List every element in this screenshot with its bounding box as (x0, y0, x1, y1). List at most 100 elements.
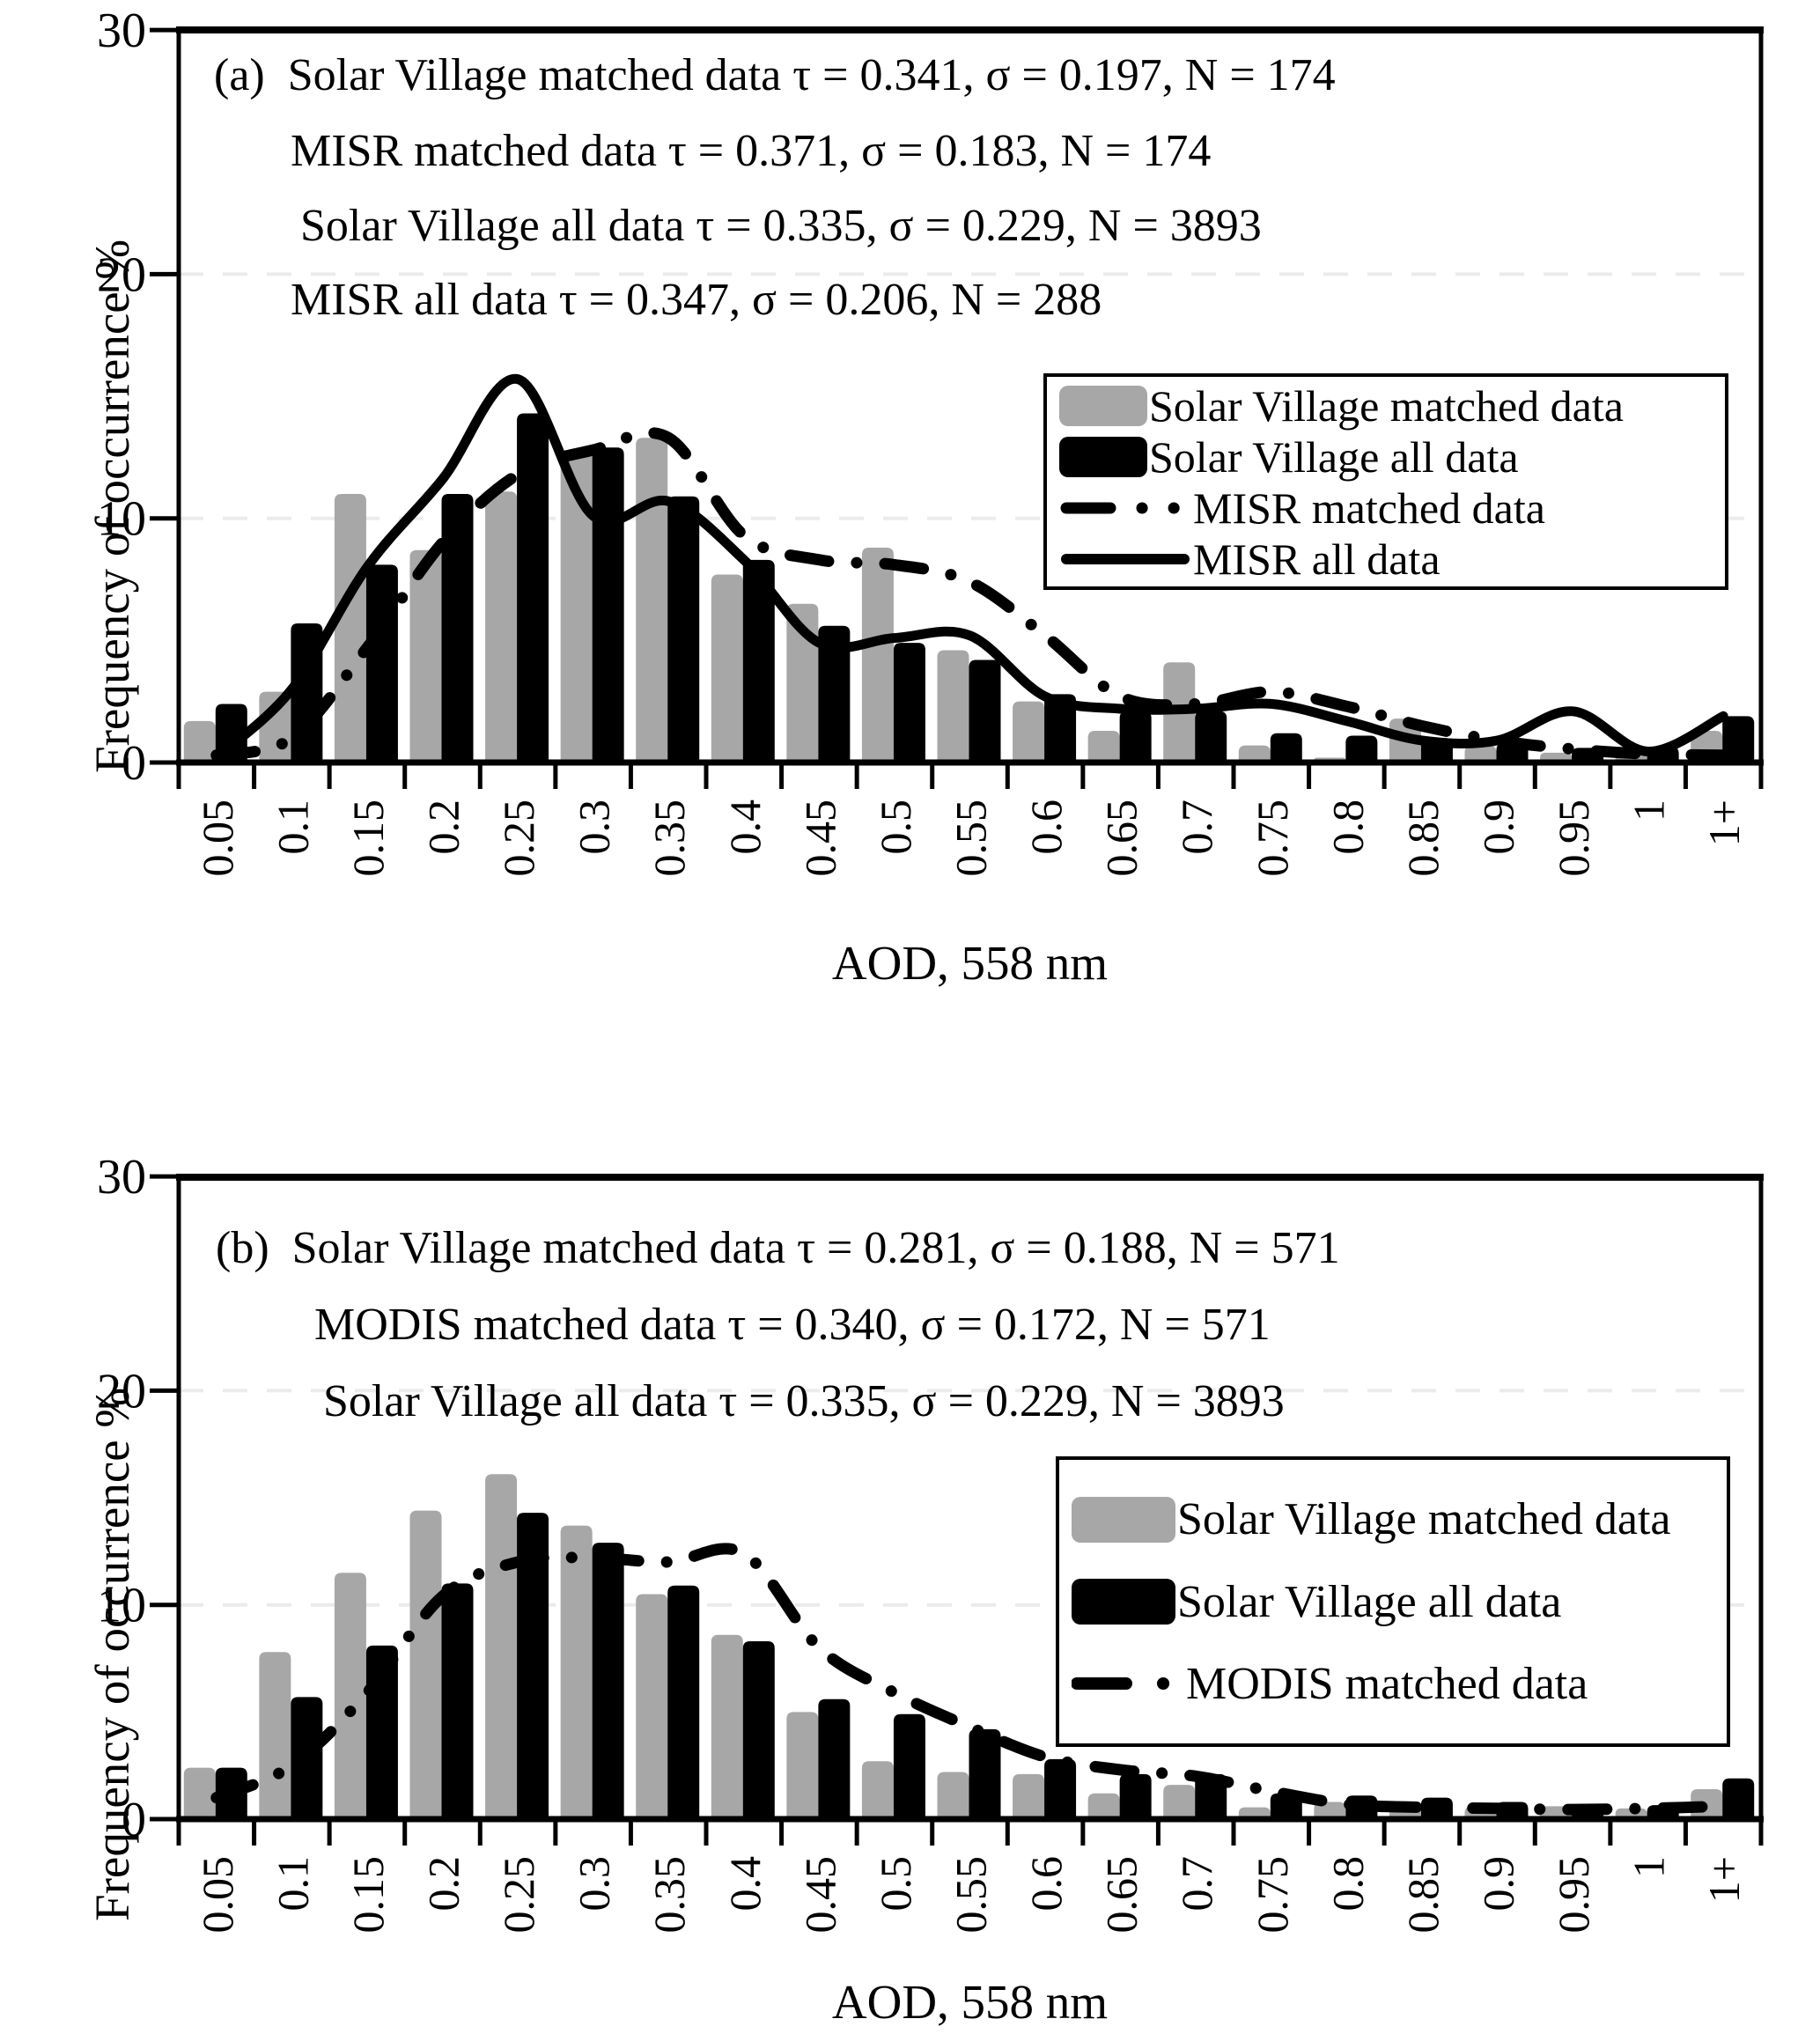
x-tick-label: 0.25 (494, 799, 543, 877)
annotation-text: Solar Village matched data τ = 0.341, σ … (287, 50, 1336, 100)
y-tick-label: 10 (97, 1579, 146, 1633)
x-tick-label: 0.2 (419, 1856, 468, 1912)
x-tick-label: 0.9 (1474, 799, 1523, 855)
legend-panel-b: Solar Village matched data Solar Village… (1056, 1456, 1730, 1747)
bar-black (1044, 694, 1077, 763)
solid-line-icon (1061, 554, 1190, 564)
bar-black (667, 1585, 700, 1820)
annotation-text: MISR matched data τ = 0.371, σ = 0.183, … (291, 126, 1212, 176)
bar-gray (636, 438, 668, 763)
legend-label: Solar Village matched data (1149, 381, 1624, 431)
x-tick-label: 0.3 (570, 799, 619, 855)
bar-gray (334, 493, 366, 763)
x-tick-label: 0.55 (947, 799, 996, 877)
x-tick-label: 0.2 (419, 799, 468, 855)
y-tick-label: 20 (97, 1364, 146, 1418)
x-tick-label: 0.6 (1021, 799, 1071, 855)
bar-black (893, 1713, 925, 1820)
bar-black (893, 643, 925, 763)
bar-black (818, 625, 851, 763)
x-tick-label: 0.15 (343, 1856, 393, 1934)
x-tick-label: 0.25 (494, 1856, 543, 1934)
bar-black (1270, 733, 1302, 763)
y-tick-label: 0 (122, 736, 146, 791)
bar-black (742, 559, 775, 763)
x-tick-label: 1 (1625, 1856, 1674, 1878)
bar-gray (560, 450, 593, 763)
x-tick-label: 1+ (1699, 1856, 1749, 1903)
x-tick-label: 0.15 (343, 799, 393, 877)
bar-black (517, 1513, 549, 1820)
bar-gray (1013, 1773, 1045, 1820)
x-tick-label: 0.8 (1323, 799, 1372, 855)
x-tick-label: 0.95 (1549, 1856, 1598, 1934)
bar-gray (786, 1712, 819, 1820)
panel-tag-a: (a) (214, 50, 265, 100)
bar-black (365, 564, 398, 763)
bar-gray (1087, 730, 1120, 763)
x-tick-label: 0.8 (1323, 1856, 1372, 1912)
dash-dot-line-icon (1072, 1677, 1184, 1691)
x-tick-label: 0.05 (193, 1856, 242, 1934)
legend-label: Solar Village matched data (1177, 1494, 1671, 1545)
legend-item: Solar Village all data (1072, 1576, 1727, 1628)
x-tick-label: 0.45 (795, 799, 844, 877)
bar-black (1119, 1773, 1152, 1820)
bar-black (1119, 711, 1152, 763)
y-tick-label: 0 (122, 1793, 146, 1847)
bar-gray (259, 1652, 291, 1820)
bar-black (1722, 1778, 1755, 1820)
bar-black (1722, 716, 1755, 763)
panel-tag-b: (b) (216, 1223, 269, 1273)
x-tick-label: 0.5 (871, 799, 920, 855)
y-tick-label: 30 (97, 4, 146, 58)
bar-gray (937, 1772, 969, 1820)
annotation-text: Solar Village all data τ = 0.335, σ = 0.… (323, 1376, 1285, 1426)
bar-black (1044, 1758, 1077, 1820)
x-tick-label: 0.9 (1474, 1856, 1523, 1912)
black-bar-swatch-icon (1059, 437, 1147, 477)
annotation-b-line3: Solar Village all data τ = 0.335, σ = 0.… (323, 1375, 1285, 1427)
bar-black (1195, 711, 1227, 763)
bar-black (742, 1641, 775, 1820)
annotation-b-line1: (b) Solar Village matched data τ = 0.281,… (216, 1222, 1340, 1274)
annotation-b-line2: MODIS matched data τ = 0.340, σ = 0.172,… (314, 1299, 1271, 1351)
annotation-a-line4: MISR all data τ = 0.347, σ = 0.206, N = … (291, 274, 1102, 326)
bar-gray (636, 1594, 668, 1820)
legend-item: Solar Village matched data (1072, 1493, 1727, 1545)
gray-bar-swatch-icon (1072, 1496, 1175, 1543)
x-tick-label: 0.4 (720, 1856, 770, 1912)
bar-gray (485, 1474, 518, 1820)
x-tick-label: 0.7 (1172, 1856, 1221, 1912)
legend-panel-a: Solar Village matched data Solar Village… (1043, 373, 1728, 590)
legend-label: MODIS matched data (1186, 1658, 1588, 1709)
x-tick-label: 0.65 (1097, 799, 1146, 877)
y-tick-label: 30 (97, 1150, 146, 1205)
y-axis-title-b: Frequency of occurrence % (85, 1387, 139, 1921)
gray-bar-swatch-icon (1059, 386, 1147, 426)
legend-item: MISR all data (1059, 534, 1725, 585)
x-tick-label: 0.4 (720, 799, 770, 855)
x-tick-label: 0.1 (268, 799, 317, 855)
bar-black (818, 1698, 851, 1820)
y-axis-title-a: Frequency of occurrence % (85, 239, 139, 773)
legend-item: MODIS matched data (1072, 1658, 1727, 1710)
bar-black (1345, 735, 1378, 763)
bar-black (441, 1583, 474, 1820)
x-tick-label: 0.85 (1398, 1856, 1448, 1934)
bar-gray (786, 603, 819, 763)
annotation-text: Solar Village matched data τ = 0.281, σ … (291, 1223, 1340, 1273)
bar-black (969, 1728, 1001, 1820)
x-tick-label: 0.95 (1549, 799, 1598, 877)
x-tick-label: 1 (1625, 799, 1674, 822)
x-tick-label: 0.1 (268, 1856, 317, 1912)
legend-label: MISR all data (1193, 534, 1441, 584)
x-tick-label: 0.65 (1097, 1856, 1146, 1934)
black-bar-swatch-icon (1072, 1579, 1175, 1625)
annotation-text: Solar Village all data τ = 0.335, σ = 0.… (300, 201, 1262, 251)
x-tick-label: 0.05 (193, 799, 242, 877)
bar-gray (1464, 745, 1497, 763)
bar-gray (1238, 745, 1271, 763)
y-tick-label: 20 (97, 247, 146, 302)
